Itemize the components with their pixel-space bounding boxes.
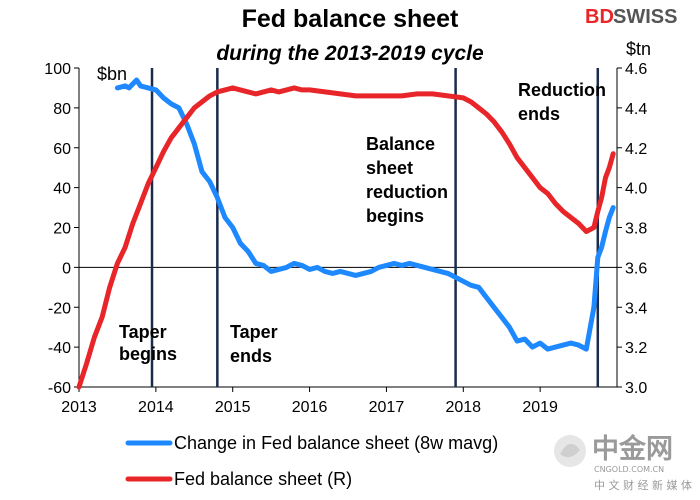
watermark-swirl-icon [560,443,580,458]
annotation-line: begins [119,344,177,364]
x-tick-label: 2015 [215,399,251,416]
svg-text:SWISS: SWISS [613,6,677,28]
svg-text:BD: BD [585,6,614,28]
annotation-taper-begins: Taper begins [119,322,177,364]
event-lines [150,68,600,387]
left-axis-ticks: 100 80 60 40 20 0 -20 -40 -60 [44,61,79,397]
annotation-line: Taper [230,322,278,342]
left-tick-label: 40 [53,181,71,198]
x-axis-ticks: 2013 2014 2015 2016 2017 2018 2019 [61,387,558,416]
left-tick-label: -20 [48,300,71,317]
right-axis-ticks: 4.6 4.4 4.2 4.0 3.8 3.6 3.4 3.2 3.0 [617,61,647,397]
legend-label-balance: Fed balance sheet (R) [174,469,352,489]
chart-title: Fed balance sheet [242,5,459,33]
chart-subtitle: during the 2013-2019 cycle [216,42,484,65]
x-tick-label: 2019 [522,399,558,416]
x-tick-label: 2018 [445,399,481,416]
x-tick-label: 2013 [61,399,97,416]
right-tick-label: 4.0 [625,181,647,198]
right-tick-label: 4.2 [625,141,647,158]
legend-label-change: Change in Fed balance sheet (8w mavg) [174,433,498,453]
left-tick-label: 60 [53,141,71,158]
left-axis-unit: $bn [97,64,127,84]
right-tick-label: 4.4 [625,101,647,118]
annotation-line: Taper [119,322,167,342]
left-tick-label: 20 [53,221,71,238]
x-tick-label: 2017 [369,399,405,416]
watermark-tagline: 中 文 财 经 新 媒 体 [594,478,692,492]
series-change-line [114,77,616,352]
left-tick-label: 100 [44,61,71,78]
left-tick-label: -60 [48,380,71,397]
watermark-logo-text: 中金网 [592,433,673,465]
annotation-line: begins [366,206,424,226]
series-lines [76,77,616,390]
annotation-line: reduction [366,182,448,202]
right-tick-label: 3.6 [625,260,647,277]
annotation-taper-ends: Taper ends [230,322,283,366]
annotation-line: ends [230,346,272,366]
left-tick-label: -40 [48,340,71,357]
right-axis-unit: $tn [626,39,651,59]
annotation-reduction-begins: Balance sheet reduction begins [366,134,453,226]
x-tick-label: 2016 [292,399,328,416]
right-tick-label: 3.8 [625,221,647,238]
annotation-line: Reduction [518,80,606,100]
annotation-line: ends [518,104,560,124]
series-balance-line [76,85,616,390]
legend: Change in Fed balance sheet (8w mavg) Fe… [125,433,498,489]
right-tick-label: 3.4 [625,300,647,317]
annotation-line: sheet [366,158,413,178]
brand-logo: BD SWISS [585,6,677,28]
left-tick-label: 0 [62,260,71,277]
watermark-site: CNGOLD.COM.CN [594,465,664,474]
annotation-line: Balance [366,134,435,154]
annotation-reduction-ends: Reduction ends [518,80,611,124]
right-tick-label: 3.2 [625,340,647,357]
right-tick-label: 3.0 [625,380,647,397]
left-tick-label: 80 [53,101,71,118]
right-tick-label: 4.6 [625,61,647,78]
x-tick-label: 2014 [138,399,174,416]
watermark: 中金网 CNGOLD.COM.CN 中 文 财 经 新 媒 体 [554,433,692,492]
